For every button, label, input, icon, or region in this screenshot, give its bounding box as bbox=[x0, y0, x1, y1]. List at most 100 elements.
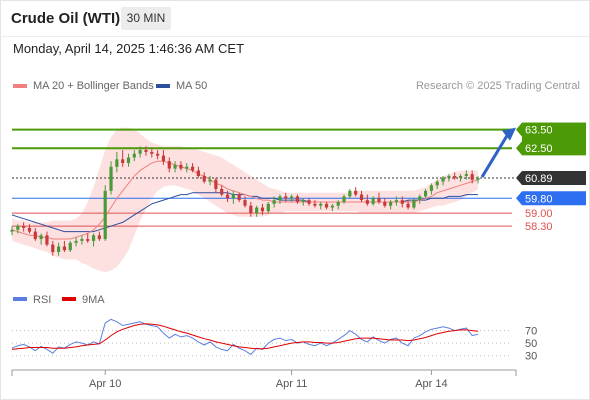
candle-body bbox=[22, 226, 26, 228]
rsi-line bbox=[11, 318, 479, 356]
candle-body bbox=[16, 226, 20, 230]
projection-arrow-head bbox=[502, 127, 516, 141]
rsi-legend-swatch bbox=[13, 297, 27, 301]
candle-body bbox=[423, 190, 428, 197]
candle-body bbox=[208, 179, 212, 182]
level-label-59.00: 59.00 bbox=[525, 208, 553, 220]
rsi-ma-legend-label: 9MA bbox=[82, 294, 105, 306]
candle-body bbox=[214, 179, 218, 189]
candle-body bbox=[307, 200, 311, 204]
candle-body bbox=[336, 201, 340, 206]
candle-body bbox=[156, 153, 160, 156]
timeframe-button[interactable]: 30 MIN bbox=[121, 7, 171, 30]
candle-body bbox=[359, 194, 364, 201]
legend-ma20: MA 20 + Bollinger Bands bbox=[13, 80, 154, 92]
candle-body bbox=[144, 150, 148, 152]
candle-body bbox=[284, 196, 288, 199]
rsi-ma-line bbox=[11, 323, 479, 350]
candle-body bbox=[371, 198, 375, 204]
candle-body bbox=[185, 166, 189, 169]
candle-body bbox=[278, 196, 282, 201]
candle-body bbox=[272, 200, 276, 204]
candle-body bbox=[231, 194, 235, 199]
candle-body bbox=[190, 166, 195, 171]
candle-body bbox=[27, 227, 32, 232]
candle-body bbox=[167, 161, 171, 169]
candle-body bbox=[249, 205, 253, 214]
candle-body bbox=[400, 200, 404, 204]
candle-body bbox=[330, 205, 334, 208]
candle-body bbox=[115, 159, 119, 167]
x-tick-label: Apr 14 bbox=[415, 378, 447, 390]
candle-body bbox=[418, 196, 422, 201]
candle-body bbox=[150, 151, 154, 154]
level-label-58.30: 58.30 bbox=[525, 221, 553, 233]
ma50-legend-label: MA 50 bbox=[176, 80, 208, 92]
rsi-legend-label: RSI bbox=[33, 294, 51, 306]
candle-body bbox=[313, 203, 317, 206]
rsi-ma-legend-swatch bbox=[62, 297, 76, 301]
candle-body bbox=[453, 176, 457, 178]
legend-ma50: MA 50 bbox=[156, 80, 207, 92]
level-label-63.50: 63.50 bbox=[525, 125, 553, 137]
candle-body bbox=[441, 177, 445, 182]
candle-body bbox=[74, 240, 78, 243]
candle-body bbox=[458, 176, 463, 178]
candle-body bbox=[39, 235, 43, 240]
ma20-line bbox=[11, 160, 479, 240]
candle-body bbox=[447, 176, 451, 178]
candle-body bbox=[365, 200, 369, 204]
candle-body bbox=[476, 178, 480, 180]
candle-body bbox=[389, 201, 393, 206]
candle-body bbox=[301, 200, 305, 202]
candle-body bbox=[464, 174, 468, 177]
candle-body bbox=[429, 185, 434, 191]
candle-body bbox=[348, 190, 352, 197]
candle-body bbox=[412, 200, 416, 208]
candle-body bbox=[10, 229, 14, 232]
candle-body bbox=[109, 166, 113, 191]
projection-arrow bbox=[480, 134, 509, 178]
candle-body bbox=[51, 244, 55, 253]
candle-body bbox=[470, 174, 474, 180]
candle-body bbox=[126, 157, 131, 164]
candle-body bbox=[121, 159, 125, 164]
candle-body bbox=[62, 246, 67, 251]
candle-body bbox=[86, 239, 90, 241]
candle-body bbox=[324, 203, 329, 208]
research-credit: Research © 2025 Trading Central bbox=[415, 80, 580, 92]
candle-body bbox=[91, 235, 96, 241]
ma20-legend-label: MA 20 + Bollinger Bands bbox=[33, 80, 154, 92]
candle-body bbox=[243, 200, 247, 206]
candle-body bbox=[196, 170, 201, 177]
level-label-62.50: 62.50 bbox=[525, 143, 553, 155]
candle-body bbox=[56, 246, 61, 253]
candle-body bbox=[103, 190, 107, 240]
candle-body bbox=[225, 194, 230, 199]
x-tick-label: Apr 10 bbox=[89, 378, 121, 390]
candle-body bbox=[354, 190, 358, 195]
ma20-swatch bbox=[13, 84, 27, 88]
candle-body bbox=[342, 196, 346, 202]
candle-body bbox=[97, 235, 101, 240]
candle-body bbox=[260, 207, 265, 212]
candle-body bbox=[377, 198, 381, 202]
candle-body bbox=[161, 155, 166, 162]
x-tick-label: Apr 11 bbox=[276, 378, 308, 390]
candle-body bbox=[289, 196, 294, 199]
candle-body bbox=[45, 235, 49, 245]
candle-body bbox=[220, 188, 224, 195]
candle-body bbox=[383, 201, 387, 206]
level-label-59.80: 59.80 bbox=[525, 193, 553, 205]
candle-body bbox=[33, 231, 37, 240]
timestamp: Monday, April 14, 2025 1:46:36 AM CET bbox=[13, 41, 245, 56]
candle-body bbox=[406, 203, 410, 208]
candle-body bbox=[394, 200, 399, 202]
level-label-60.89: 60.89 bbox=[525, 173, 553, 185]
candle-body bbox=[255, 207, 259, 214]
level-tag-59.80 bbox=[516, 191, 586, 206]
rsi-tick-70: 70 bbox=[525, 326, 537, 338]
rsi-tick-50: 50 bbox=[525, 338, 537, 350]
candle-body bbox=[173, 164, 177, 169]
